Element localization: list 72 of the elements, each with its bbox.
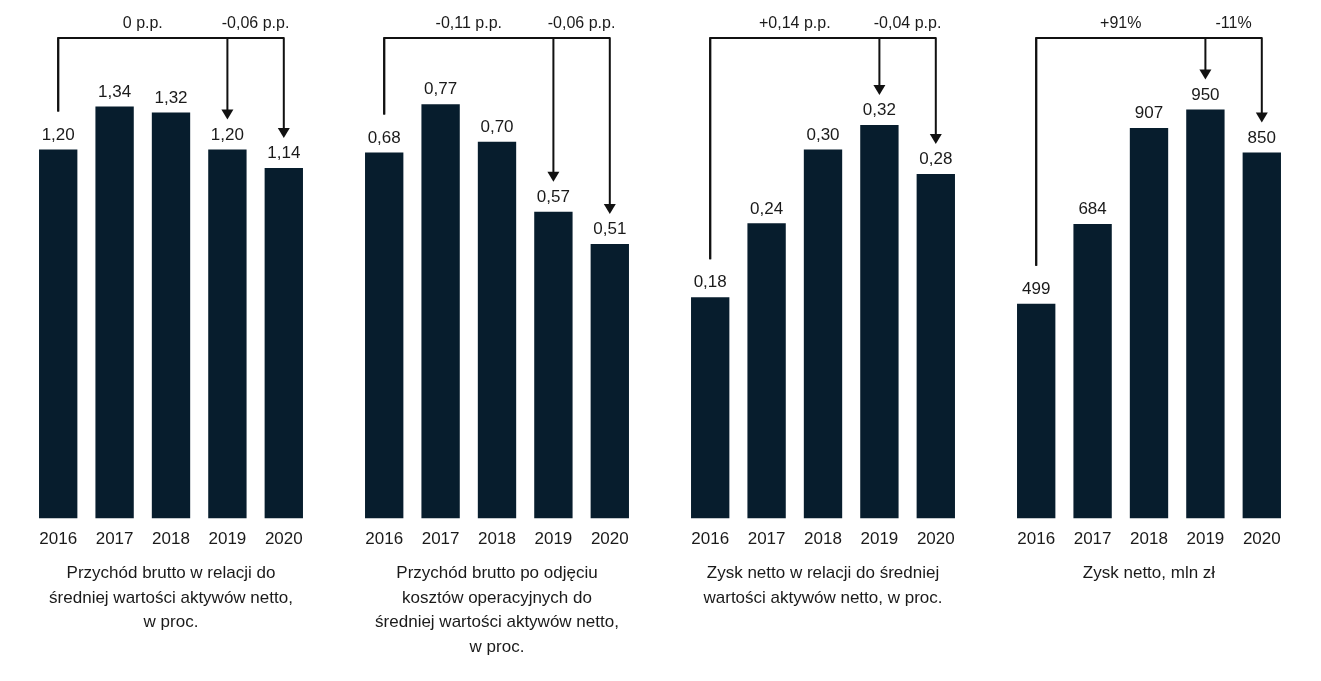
text: -0,11 p.p. <box>432 14 506 32</box>
bar <box>151 112 191 519</box>
x-tick-label: 2017 <box>421 529 460 549</box>
x-tick-label: 2019 <box>534 529 573 549</box>
data-label: 0,28 <box>919 149 953 169</box>
x-axis-title: Przychód brutto w relacji do średniej wartości aktywów netto, w proc. <box>48 562 294 634</box>
data-label: 499 <box>1022 278 1051 298</box>
bar <box>1073 224 1112 519</box>
x-tick-label: 2020 <box>264 529 303 549</box>
data-label: 0,70 <box>480 117 514 137</box>
x-tick-label: 2018 <box>152 529 190 549</box>
bar <box>208 149 247 519</box>
bar <box>691 297 730 519</box>
text: -11% <box>1212 14 1255 32</box>
bar <box>916 174 955 519</box>
x-tick-label: 2016 <box>1017 529 1056 549</box>
text: +0,14 p.p. <box>755 14 834 32</box>
data-label: 1,34 <box>98 81 132 101</box>
x-tick-label: 2020 <box>916 529 955 549</box>
x-tick-label: 2018 <box>804 529 842 549</box>
bar <box>1186 109 1225 519</box>
text: 0 p.p. <box>119 14 166 32</box>
bar <box>421 104 460 519</box>
data-label: 850 <box>1247 127 1276 147</box>
bar <box>1242 152 1281 519</box>
x-tick-label: 2017 <box>747 529 786 549</box>
data-label: 1,20 <box>41 124 75 144</box>
bar <box>39 149 78 519</box>
bar <box>477 141 517 519</box>
data-label: 684 <box>1078 199 1107 219</box>
bar <box>534 211 573 519</box>
x-tick-label: 2017 <box>1073 529 1112 549</box>
x-axis-title: Przychód brutto po odjęciu kosztów operacyjnych do średniej wartości aktywów netto, w proc. <box>374 562 620 658</box>
x-tick-label: 2017 <box>95 529 134 549</box>
data-label: 0,68 <box>367 127 401 147</box>
x-tick-label: 2020 <box>1242 529 1281 549</box>
data-label: 0,18 <box>693 272 727 292</box>
bar <box>95 106 134 519</box>
x-tick-label: 2016 <box>365 529 404 549</box>
data-label: 0,77 <box>424 79 458 99</box>
data-label: 0,30 <box>806 124 840 144</box>
text: +91% <box>1097 14 1145 32</box>
x-tick-label: 2019 <box>860 529 899 549</box>
data-label: 0,51 <box>593 219 627 239</box>
bar <box>590 244 629 519</box>
data-label: 907 <box>1134 103 1164 123</box>
bar <box>1129 128 1169 519</box>
data-label: 1,32 <box>154 87 188 107</box>
data-label: 950 <box>1191 84 1220 104</box>
data-label: 1,20 <box>210 124 244 144</box>
data-label: 0,57 <box>536 186 570 206</box>
x-tick-label: 2019 <box>1186 529 1225 549</box>
x-tick-label: 2016 <box>39 529 78 549</box>
x-axis-title: Zysk netto, mln zł <box>1081 562 1217 584</box>
data-label: 0,32 <box>862 100 896 120</box>
bar <box>1017 303 1056 519</box>
text: -0,04 p.p. <box>870 14 945 32</box>
text: -0,06 p.p. <box>544 14 619 32</box>
x-tick-label: 2016 <box>691 529 730 549</box>
data-label: 1,14 <box>267 143 301 163</box>
data-label: 0,24 <box>750 198 784 218</box>
x-axis-title: Zysk netto w relacji do średniej wartości aktywów netto, w proc. <box>702 562 944 609</box>
bar <box>803 149 843 519</box>
bar <box>365 152 404 519</box>
bar <box>264 167 303 519</box>
bar <box>747 223 786 519</box>
x-tick-label: 2020 <box>590 529 629 549</box>
text: -0,06 p.p. <box>218 14 293 32</box>
x-tick-label: 2019 <box>208 529 247 549</box>
x-tick-label: 2018 <box>1130 529 1168 549</box>
bar <box>860 124 899 519</box>
x-tick-label: 2018 <box>478 529 516 549</box>
